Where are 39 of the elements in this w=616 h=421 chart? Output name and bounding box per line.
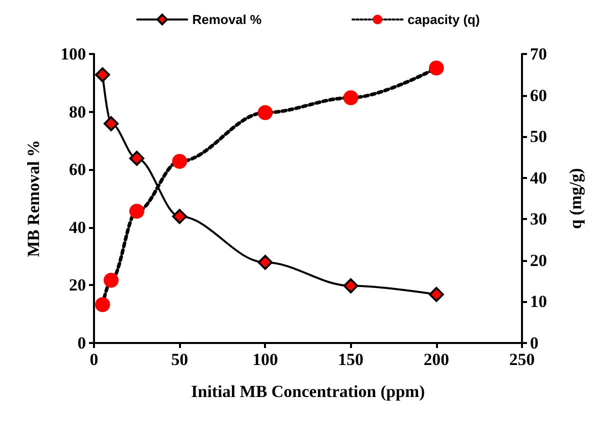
x-axis-title: Initial MB Concentration (ppm) xyxy=(191,382,425,401)
y-tick-label: 0 xyxy=(78,334,86,352)
point xyxy=(428,60,444,76)
point xyxy=(428,286,444,302)
y-axis-title: MB Removal % xyxy=(24,140,43,258)
point xyxy=(258,254,273,270)
y2-tick-label: 10 xyxy=(530,292,547,312)
y-tick-label: 80 xyxy=(69,102,86,122)
point xyxy=(343,90,358,106)
point xyxy=(95,297,110,312)
point xyxy=(129,204,144,219)
y2-tick-label: 0 xyxy=(530,334,538,352)
x-tick-label: 150 xyxy=(338,350,364,369)
y2-tick-label: 30 xyxy=(530,210,547,229)
legend-label: capacity (q) xyxy=(408,12,480,27)
y2-tick-label: 20 xyxy=(530,250,547,270)
y2-axis-title: q (mg/g) xyxy=(566,168,585,229)
point xyxy=(129,150,144,166)
legend-label: Removal % xyxy=(192,12,262,27)
x-tick-label: 100 xyxy=(252,350,278,369)
x-tick-label: 0 xyxy=(90,350,98,369)
y-tick-label: 60 xyxy=(69,160,86,180)
point xyxy=(258,105,273,120)
y2-tick-label: 40 xyxy=(530,168,547,188)
y-tick-label: 100 xyxy=(60,44,86,64)
x-tick-label: 250 xyxy=(509,350,535,369)
point xyxy=(104,116,119,132)
x-tick-label: 200 xyxy=(424,350,450,369)
x-tick-label: 50 xyxy=(171,350,188,369)
point xyxy=(95,67,110,82)
y2-tick-label: 70 xyxy=(530,44,547,64)
point xyxy=(172,154,188,169)
point xyxy=(104,272,119,288)
y2-tick-label: 60 xyxy=(530,86,547,105)
point xyxy=(343,278,358,294)
y2-tick-label: 50 xyxy=(530,127,547,146)
point xyxy=(172,208,188,224)
y-tick-label: 20 xyxy=(69,276,86,295)
y-tick-label: 40 xyxy=(69,218,86,237)
